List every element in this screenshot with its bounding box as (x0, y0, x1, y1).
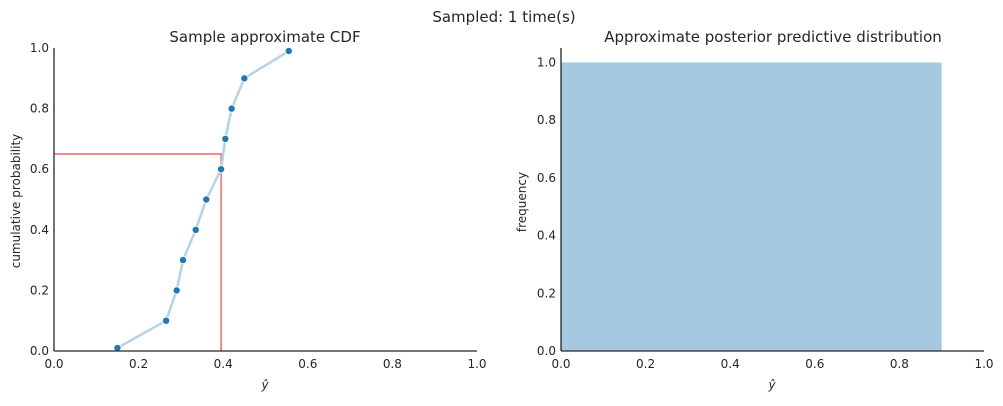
y-tick-label: 0.4 (537, 229, 556, 243)
histogram-y-label: frequency (515, 172, 529, 232)
histogram-plot-area (561, 62, 942, 352)
y-tick-label: 0.6 (30, 162, 49, 176)
cdf-point (221, 134, 230, 143)
x-tick-label: 1.0 (467, 357, 486, 371)
cdf-reference-lines (54, 153, 222, 351)
cdf-point (162, 316, 171, 325)
x-tick-label: 0.4 (721, 357, 740, 371)
cdf-y-label: cumulative probability (9, 134, 23, 269)
figure-suptitle: Sampled: 1 time(s) (432, 8, 575, 26)
x-tick-label: 0.6 (805, 357, 824, 371)
histogram-y-ticks: 0.0 0.2 0.4 0.6 0.8 1.0 (537, 55, 556, 358)
cdf-point (217, 165, 226, 174)
cdf-point (202, 195, 211, 204)
cdf-plot: Sample approximate CDF 0.0 0.2 0.4 0.6 0.8 1.… (9, 28, 487, 392)
cdf-point (191, 225, 200, 234)
cdf-point (240, 74, 249, 83)
histogram-plot: Approximate posterior predictive distrib… (515, 28, 994, 392)
y-tick-label: 0.8 (537, 113, 556, 127)
y-tick-label: 0.0 (537, 344, 556, 358)
x-tick-label: 0.2 (129, 357, 148, 371)
histogram-plot-title: Approximate posterior predictive distrib… (604, 28, 942, 46)
y-tick-label: 0.0 (30, 344, 49, 358)
x-tick-label: 0.8 (890, 357, 909, 371)
cdf-plot-title: Sample approximate CDF (169, 28, 360, 46)
x-tick-label: 0.4 (214, 357, 233, 371)
y-tick-label: 0.8 (30, 102, 49, 116)
x-tick-label: 0.6 (298, 357, 317, 371)
y-tick-label: 0.4 (30, 223, 49, 237)
y-tick-label: 0.6 (537, 171, 556, 185)
y-tick-label: 0.2 (537, 286, 556, 300)
cdf-point (284, 47, 293, 56)
x-tick-label: 0.8 (383, 357, 402, 371)
histogram-bar (561, 62, 942, 352)
y-tick-label: 1.0 (537, 55, 556, 69)
y-tick-label: 1.0 (30, 41, 49, 55)
cdf-x-ticks: 0.0 0.2 0.4 0.6 0.8 1.0 (44, 357, 486, 371)
y-tick-label: 0.2 (30, 283, 49, 297)
x-tick-label: 1.0 (974, 357, 993, 371)
cdf-plot-area (54, 47, 293, 352)
cdf-x-label: ŷ (260, 378, 269, 392)
x-tick-label: 0.0 (44, 357, 63, 371)
cdf-point (179, 256, 188, 265)
x-tick-label: 0.0 (551, 357, 570, 371)
histogram-x-label: ŷ (767, 378, 776, 392)
cdf-y-ticks: 0.0 0.2 0.4 0.6 0.8 1.0 (30, 41, 49, 358)
cdf-point (172, 286, 181, 295)
histogram-x-ticks: 0.0 0.2 0.4 0.6 0.8 1.0 (551, 357, 993, 371)
cdf-point (227, 104, 236, 113)
x-tick-label: 0.2 (636, 357, 655, 371)
